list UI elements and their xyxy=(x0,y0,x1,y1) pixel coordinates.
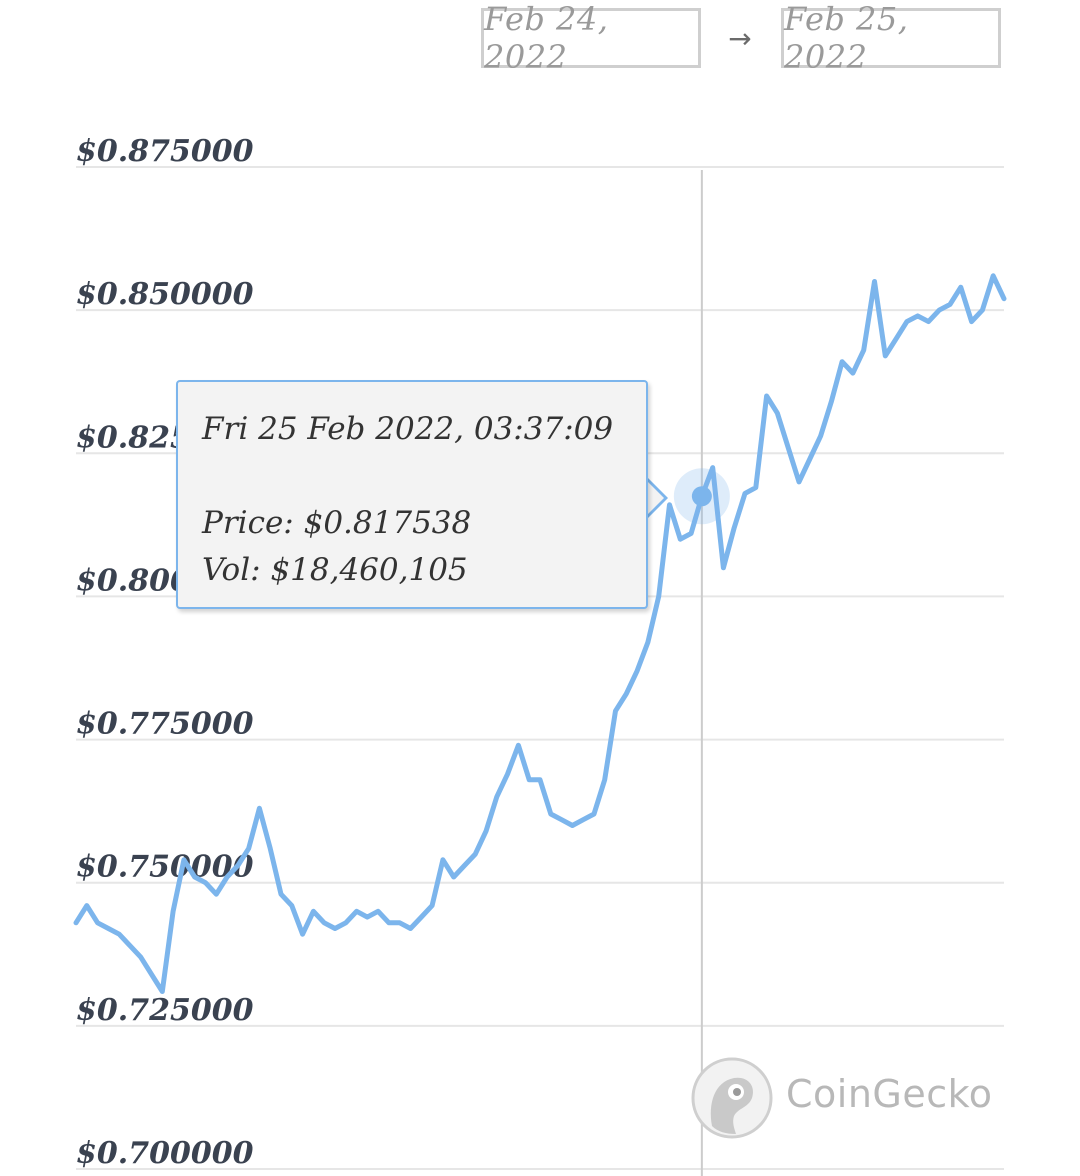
y-tick-label: $0.775000 xyxy=(76,707,254,742)
watermark-brand-text: CoinGecko xyxy=(786,1072,993,1116)
hover-point[interactable] xyxy=(691,486,712,507)
y-tick-label: $0.875000 xyxy=(76,134,254,169)
y-tick-label: $0.725000 xyxy=(76,993,254,1028)
tooltip-vol-label: Vol: xyxy=(202,552,261,588)
tooltip-price-value: $0.817538 xyxy=(303,505,472,541)
tooltip-pointer-fill xyxy=(645,479,664,517)
y-axis-labels: $0.700000$0.725000$0.750000$0.775000$0.8… xyxy=(76,134,254,1171)
y-tick-label: $0.850000 xyxy=(76,277,254,312)
gecko-logo-icon xyxy=(691,1057,773,1139)
coingecko-watermark: CoinGecko xyxy=(690,1056,1010,1140)
range-arrow-icon: → xyxy=(728,22,752,55)
tooltip-volume: Vol: $18,460,105 xyxy=(202,547,622,594)
tooltip-datetime: Fri 25 Feb 2022, 03:37:09 xyxy=(202,411,614,447)
tooltip-price-label: Price: xyxy=(202,505,294,541)
tooltip-vol-value: $18,460,105 xyxy=(270,552,468,588)
tooltip-price: Price: $0.817538 xyxy=(202,500,622,547)
y-tick-label: $0.700000 xyxy=(76,1136,254,1171)
price-tooltip: Fri 25 Feb 2022, 03:37:09 Price: $0.8175… xyxy=(176,380,648,609)
price-series-line[interactable] xyxy=(73,273,1007,994)
